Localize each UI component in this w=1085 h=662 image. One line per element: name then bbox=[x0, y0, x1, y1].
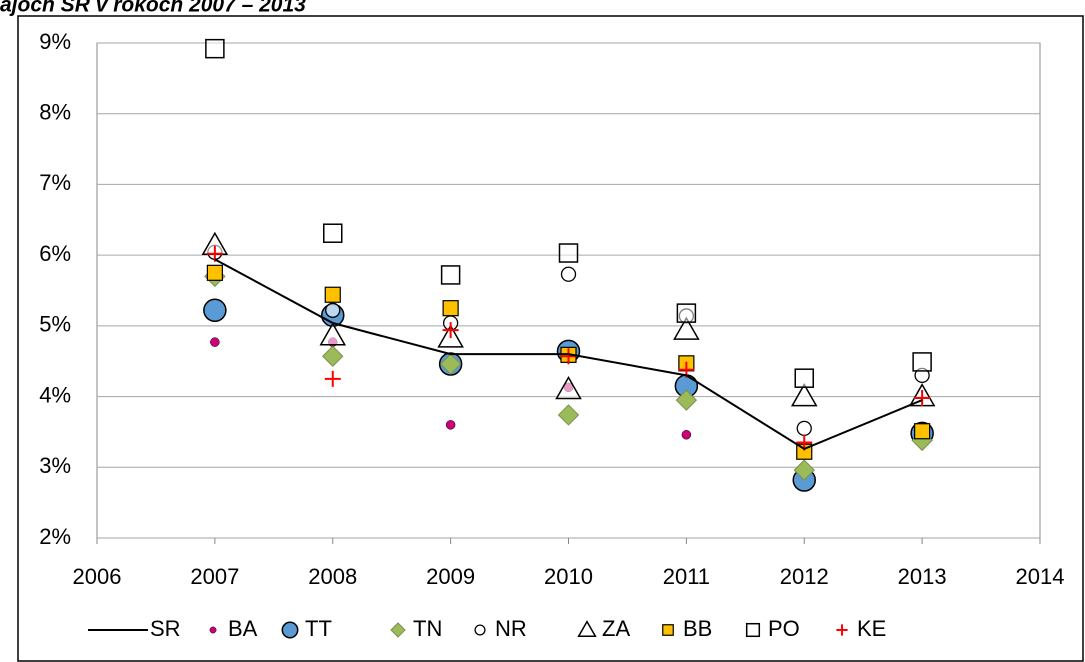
legend-swatch bbox=[281, 621, 299, 639]
point bbox=[681, 430, 692, 440]
chart-frame bbox=[17, 15, 1084, 662]
point bbox=[325, 302, 341, 318]
legend-label: ZA bbox=[602, 616, 630, 641]
legend-label: TN bbox=[413, 616, 442, 641]
point bbox=[445, 420, 456, 430]
legend-swatch bbox=[662, 624, 674, 636]
x-tick-label: 2012 bbox=[780, 564, 829, 589]
point bbox=[203, 298, 227, 323]
point bbox=[440, 265, 461, 285]
legend-label: KE bbox=[857, 616, 886, 641]
x-tick-label: 2006 bbox=[73, 564, 122, 589]
point bbox=[439, 353, 462, 375]
point bbox=[676, 303, 697, 323]
point bbox=[206, 264, 223, 281]
y-tick-label: 7% bbox=[39, 170, 71, 195]
legend-label: PO bbox=[768, 616, 800, 641]
point bbox=[673, 316, 700, 340]
point bbox=[914, 423, 931, 440]
chart-title: ajoch SR v rokoch 2007 – 2013 bbox=[0, 0, 306, 17]
point bbox=[210, 337, 220, 347]
x-tick-label: 2008 bbox=[308, 564, 357, 589]
point bbox=[324, 370, 341, 387]
point bbox=[557, 404, 580, 426]
point bbox=[560, 266, 577, 282]
point bbox=[205, 38, 225, 59]
point bbox=[322, 345, 344, 367]
x-tick-label: 2009 bbox=[426, 564, 475, 589]
point bbox=[206, 245, 223, 262]
x-tick-label: 2014 bbox=[1016, 564, 1065, 589]
legend-label: BB bbox=[683, 616, 712, 641]
legend-label: SR bbox=[150, 616, 181, 641]
point bbox=[794, 368, 814, 388]
point bbox=[558, 243, 579, 263]
legend-label: BA bbox=[228, 616, 258, 641]
point bbox=[555, 375, 582, 400]
x-tick-label: 2010 bbox=[544, 564, 593, 589]
series-line bbox=[214, 258, 923, 451]
point bbox=[442, 300, 459, 317]
x-tick-label: 2011 bbox=[663, 564, 710, 589]
point bbox=[675, 389, 698, 411]
y-tick-label: 8% bbox=[39, 100, 71, 125]
point bbox=[442, 322, 459, 339]
y-tick-label: 4% bbox=[39, 382, 71, 407]
point bbox=[790, 383, 818, 407]
legend-swatch bbox=[836, 624, 848, 636]
point bbox=[793, 459, 815, 481]
legend-swatch bbox=[745, 622, 761, 638]
y-tick-label: 2% bbox=[39, 524, 71, 549]
legend-swatch bbox=[474, 624, 486, 636]
y-tick-label: 3% bbox=[39, 453, 71, 478]
legend-swatch bbox=[209, 626, 217, 634]
point bbox=[796, 420, 812, 437]
legend-swatch bbox=[390, 622, 406, 638]
y-tick-label: 5% bbox=[39, 312, 71, 337]
point bbox=[319, 322, 347, 346]
x-tick-label: 2013 bbox=[898, 564, 947, 589]
legend-label: NR bbox=[495, 616, 527, 641]
point bbox=[560, 348, 577, 365]
point bbox=[912, 352, 932, 372]
y-tick-label: 9% bbox=[39, 29, 71, 54]
point bbox=[914, 389, 931, 406]
legend-label: TT bbox=[305, 616, 332, 641]
y-tick-label: 6% bbox=[39, 241, 71, 266]
point bbox=[323, 223, 343, 243]
point bbox=[324, 286, 341, 303]
x-tick-label: 2007 bbox=[190, 564, 239, 589]
legend-swatch bbox=[577, 620, 597, 638]
